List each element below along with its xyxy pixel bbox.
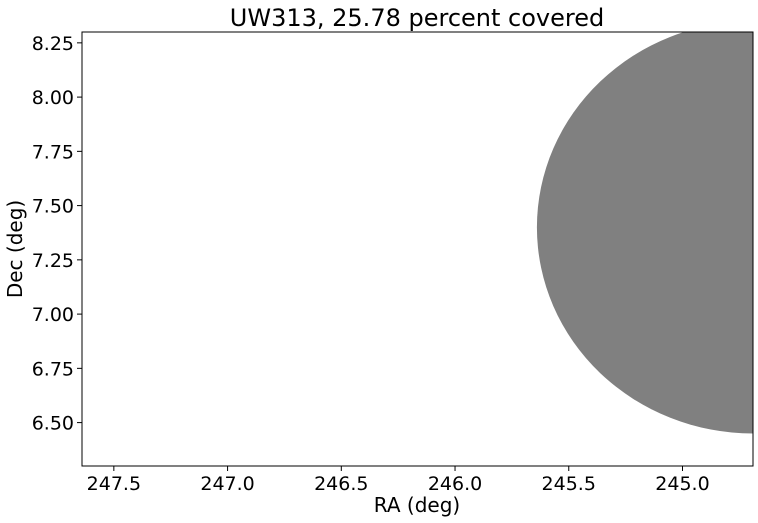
y-axis-ticks: 6.50 6.75 7.00 7.25 7.50 7.75 8.00 8.25 [32,33,82,435]
y-axis-label: Dec (deg) [3,200,27,298]
x-tick-label: 247.0 [200,473,254,495]
plot-frame [81,31,754,467]
x-tick-label: 246.0 [428,473,482,495]
y-tick-label: 7.00 [32,304,74,326]
x-axis-ticks: 247.5 247.0 246.5 246.0 245.5 245.0 [87,466,710,495]
x-tick-label: 245.0 [655,473,709,495]
x-tick-label: 247.5 [87,473,141,495]
y-tick-label: 6.75 [32,358,74,380]
coverage-regions [536,32,753,434]
y-tick-label: 6.50 [32,413,74,435]
y-tick-label: 8.00 [32,87,74,109]
y-tick-label: 7.75 [32,141,74,163]
chart-title: UW313, 25.78 percent covered [230,4,604,32]
coverage-region [536,32,753,434]
y-tick-label: 7.25 [32,250,74,272]
y-tick-label: 8.25 [32,33,74,55]
x-tick-label: 246.5 [314,473,368,495]
x-axis-label: RA (deg) [374,493,460,517]
x-tick-label: 245.5 [542,473,596,495]
y-tick-label: 7.50 [32,196,74,218]
